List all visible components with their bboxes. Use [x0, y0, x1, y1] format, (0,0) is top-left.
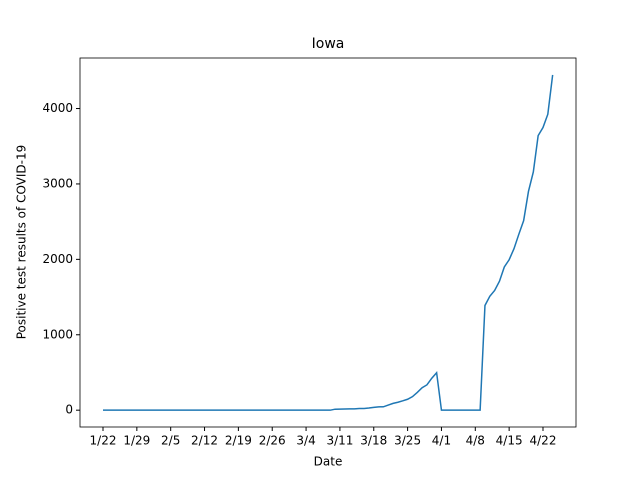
y-tick-label: 2000 — [42, 252, 73, 266]
y-tick-label: 4000 — [42, 101, 73, 115]
x-tick-label: 2/12 — [191, 434, 218, 448]
x-tick-label: 3/11 — [326, 434, 353, 448]
data-line — [103, 74, 554, 411]
y-tick-label: 1000 — [42, 327, 73, 341]
x-tick-label: 3/18 — [360, 434, 387, 448]
x-tick-label: 4/15 — [496, 434, 523, 448]
x-tick-label: 1/22 — [90, 434, 117, 448]
x-tick-label: 2/19 — [225, 434, 252, 448]
x-tick-label: 4/8 — [466, 434, 485, 448]
x-tick-label: 4/1 — [432, 434, 451, 448]
x-tick-label: 2/5 — [161, 434, 180, 448]
chart-title: Iowa — [312, 36, 345, 52]
x-tick-label: 4/22 — [530, 434, 557, 448]
plot-frame — [79, 57, 577, 428]
y-tick-label: 3000 — [42, 176, 73, 190]
x-tick-label: 3/25 — [394, 434, 421, 448]
x-tick-label: 3/4 — [296, 434, 315, 448]
x-tick-label: 1/29 — [123, 434, 150, 448]
x-tick-label: 2/26 — [259, 434, 286, 448]
y-tick-label: 0 — [65, 403, 73, 417]
y-axis-label: Positive test results of COVID-19 — [15, 145, 29, 340]
x-axis-label: Date — [314, 455, 343, 469]
